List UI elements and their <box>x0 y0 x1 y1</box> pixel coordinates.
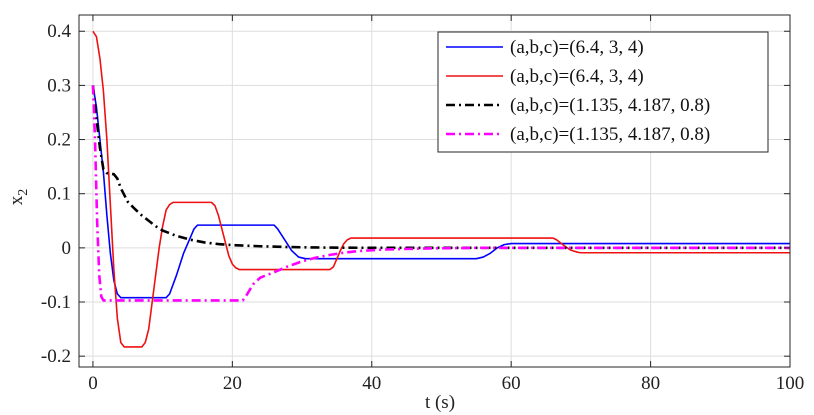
legend-label-4: (a,b,c)=(1.135, 4.187, 0.8) <box>510 124 710 145</box>
y-tick-label: -0.2 <box>41 346 71 367</box>
y-tick-label: 0 <box>62 238 72 259</box>
y-axis-label-subscript: 2 <box>16 189 31 196</box>
x-tick-label: 20 <box>223 373 242 394</box>
x-tick-label: 40 <box>362 373 381 394</box>
y-tick-label: -0.1 <box>41 292 71 313</box>
y-axis-label: x2 <box>6 189 31 206</box>
legend-label-3: (a,b,c)=(1.135, 4.187, 0.8) <box>510 95 710 116</box>
y-tick-label: 0.3 <box>47 75 71 96</box>
series-line-4 <box>91 85 790 302</box>
y-tick-label: 0.2 <box>47 130 71 151</box>
legend: (a,b,c)=(6.4, 3, 4) (a,b,c)=(6.4, 3, 4) (a… <box>437 31 769 153</box>
y-tick-label: 0.1 <box>47 184 71 205</box>
y-tick-label: 0.4 <box>47 21 71 42</box>
series-line-1 <box>92 85 790 299</box>
x-tick-label: 60 <box>502 373 521 394</box>
ticks <box>79 15 791 367</box>
plot-frame <box>78 14 791 368</box>
x-tick-label: 0 <box>88 373 98 394</box>
svg-text:x2: x2 <box>6 189 31 206</box>
legend-box <box>437 31 769 153</box>
x-axis-label: t (s) <box>425 392 455 413</box>
legend-label-2: (a,b,c)=(6.4, 3, 4) <box>510 66 644 87</box>
y-axis-label-main: x <box>6 195 27 205</box>
series-line-2 <box>92 30 790 348</box>
legend-label-1: (a,b,c)=(6.4, 3, 4) <box>510 37 644 58</box>
x-tick-label: 80 <box>641 373 660 394</box>
series-line-3 <box>91 85 790 250</box>
x-tick-label: 100 <box>776 373 805 394</box>
tick-labels: 0 20 40 60 80 100 -0.2 -0.1 0 0.1 0.2 0.3 0.4 <box>41 21 804 394</box>
series-layer <box>91 30 790 348</box>
